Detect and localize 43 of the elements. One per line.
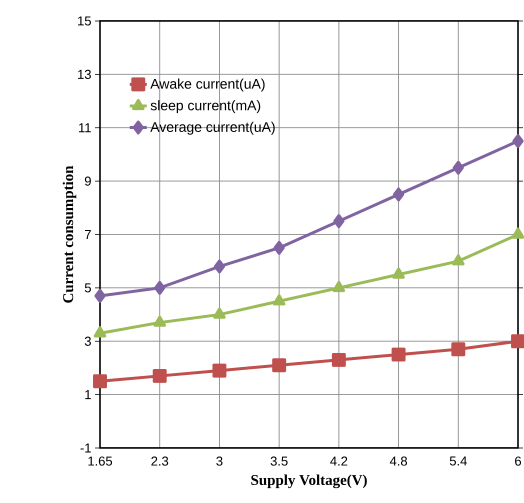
y-tick-label: 5 xyxy=(84,283,91,292)
point xyxy=(274,240,285,255)
y-tick-label: 11 xyxy=(79,123,91,132)
point xyxy=(392,268,405,279)
y-tick-label: 13 xyxy=(78,70,91,79)
legend-label: Awake current(uA) xyxy=(150,78,265,92)
x-tick-label: 4.8 xyxy=(390,456,408,466)
point xyxy=(452,254,465,266)
point xyxy=(212,364,226,378)
x-tick-label: 3 xyxy=(216,456,222,466)
point xyxy=(213,308,226,319)
point xyxy=(451,342,466,356)
legend-label: Average current(uA) xyxy=(150,122,275,135)
point xyxy=(332,280,346,292)
x-tick-label: 5.4 xyxy=(450,456,467,466)
point xyxy=(94,326,106,338)
point xyxy=(333,214,344,228)
y-tick-label: -1 xyxy=(80,444,91,452)
y-tick-label: 15 xyxy=(78,16,91,26)
point xyxy=(272,294,286,306)
legend-label: sleep current(mA) xyxy=(150,100,260,114)
y-tick-label: 9 xyxy=(84,176,91,186)
y-tick-label: 3 xyxy=(84,336,91,346)
y-axis-title: Current consumption xyxy=(62,166,76,303)
x-tick-label: 4.2 xyxy=(330,456,348,466)
point xyxy=(153,316,166,327)
x-tick-label: 6 xyxy=(515,456,522,466)
point xyxy=(272,358,286,372)
point xyxy=(154,280,166,295)
point xyxy=(452,160,464,175)
point xyxy=(214,260,226,274)
point xyxy=(332,352,346,367)
x-tick-label: 2.3 xyxy=(151,456,168,466)
point xyxy=(392,348,406,362)
x-tick-label: 3.5 xyxy=(270,456,288,466)
y-tick-label: 7 xyxy=(84,230,91,239)
x-axis-title: Supply Voltage(V) xyxy=(251,474,367,488)
point xyxy=(152,368,167,383)
point xyxy=(93,374,107,388)
point xyxy=(392,187,404,202)
y-tick-label: 1 xyxy=(85,390,91,400)
x-tick-label: 1.65 xyxy=(88,456,112,466)
point xyxy=(94,288,106,303)
